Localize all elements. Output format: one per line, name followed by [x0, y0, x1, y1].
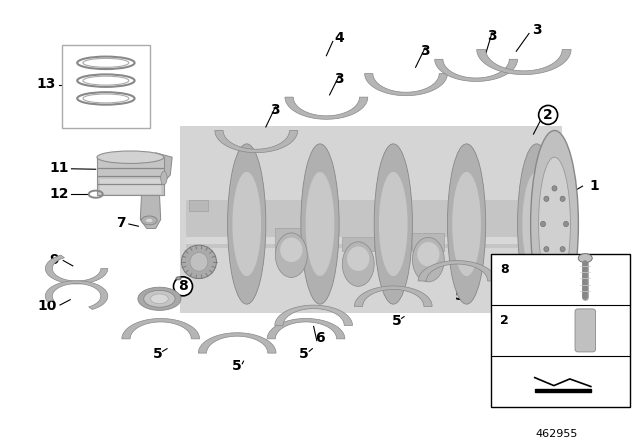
Polygon shape [355, 286, 432, 306]
Text: 12: 12 [49, 187, 68, 201]
Ellipse shape [544, 196, 549, 202]
Polygon shape [189, 199, 209, 211]
Ellipse shape [539, 157, 570, 291]
Polygon shape [285, 97, 368, 119]
Polygon shape [215, 130, 298, 153]
Text: 3: 3 [334, 72, 344, 86]
Text: 462955: 462955 [536, 429, 578, 439]
Ellipse shape [412, 237, 444, 282]
Ellipse shape [280, 237, 303, 262]
Ellipse shape [374, 144, 412, 304]
Ellipse shape [531, 130, 579, 318]
Bar [491, 254, 630, 406]
Text: 3: 3 [487, 29, 497, 43]
Polygon shape [412, 233, 444, 251]
Polygon shape [275, 228, 307, 251]
Ellipse shape [306, 172, 334, 276]
Ellipse shape [301, 144, 339, 304]
Text: 11: 11 [49, 161, 68, 175]
Polygon shape [365, 73, 447, 96]
Ellipse shape [141, 216, 157, 225]
Ellipse shape [452, 172, 481, 276]
Ellipse shape [138, 287, 181, 310]
Ellipse shape [540, 221, 545, 227]
Text: 5: 5 [392, 314, 401, 328]
Text: 4: 4 [334, 31, 344, 45]
Ellipse shape [560, 246, 565, 252]
Ellipse shape [560, 196, 565, 202]
Polygon shape [198, 333, 276, 353]
Polygon shape [45, 281, 108, 310]
Bar [97, 157, 164, 195]
Text: 9: 9 [49, 253, 58, 267]
Text: 1: 1 [589, 179, 599, 193]
Ellipse shape [228, 144, 266, 304]
Text: 13: 13 [36, 77, 56, 91]
Ellipse shape [563, 221, 568, 227]
Text: 5: 5 [299, 347, 309, 361]
Text: 10: 10 [38, 299, 57, 313]
Text: 3: 3 [532, 23, 541, 37]
Polygon shape [122, 319, 200, 339]
Ellipse shape [144, 290, 175, 307]
Text: 5: 5 [152, 347, 163, 361]
Ellipse shape [578, 254, 592, 263]
Text: 8: 8 [178, 280, 188, 293]
Ellipse shape [447, 144, 486, 304]
Text: 2: 2 [500, 314, 509, 327]
Ellipse shape [176, 277, 181, 280]
Bar [62, 44, 150, 128]
Polygon shape [435, 59, 518, 82]
Text: 5: 5 [232, 359, 242, 374]
Text: 7: 7 [116, 216, 126, 230]
Bar [100, 179, 161, 194]
Text: 3: 3 [420, 44, 430, 58]
Ellipse shape [518, 144, 556, 304]
Polygon shape [418, 261, 496, 281]
Polygon shape [186, 237, 556, 244]
Polygon shape [186, 199, 556, 249]
Polygon shape [535, 389, 591, 392]
Ellipse shape [150, 294, 168, 304]
Text: 6: 6 [315, 331, 325, 345]
Ellipse shape [232, 172, 261, 276]
Ellipse shape [161, 171, 167, 185]
Ellipse shape [97, 151, 164, 164]
Ellipse shape [552, 186, 557, 191]
Text: 2: 2 [543, 108, 553, 122]
Polygon shape [140, 153, 172, 228]
Polygon shape [45, 255, 108, 284]
Text: 8: 8 [500, 263, 509, 276]
Ellipse shape [347, 246, 369, 271]
Polygon shape [267, 319, 345, 339]
Polygon shape [342, 237, 374, 251]
Ellipse shape [522, 172, 551, 276]
Ellipse shape [544, 246, 549, 252]
FancyBboxPatch shape [575, 309, 595, 352]
Ellipse shape [552, 257, 557, 262]
Ellipse shape [417, 242, 440, 267]
Text: 3: 3 [271, 103, 280, 117]
Text: 5: 5 [455, 289, 465, 303]
Ellipse shape [379, 172, 408, 276]
Polygon shape [275, 305, 353, 326]
Ellipse shape [145, 218, 153, 223]
Ellipse shape [342, 242, 374, 286]
Polygon shape [477, 49, 571, 74]
Ellipse shape [181, 245, 216, 279]
Polygon shape [180, 126, 562, 313]
Ellipse shape [190, 253, 208, 271]
Ellipse shape [275, 233, 307, 277]
